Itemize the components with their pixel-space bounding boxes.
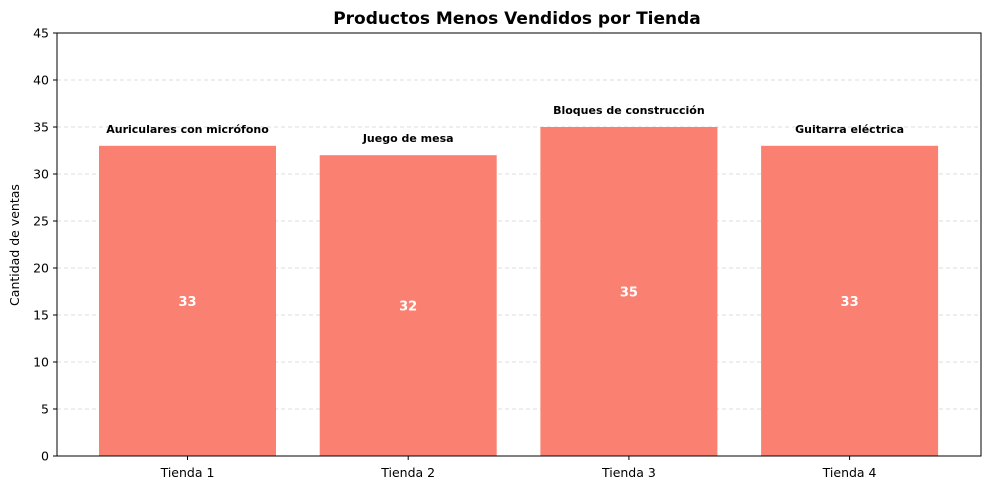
y-tick-label: 45 [33, 26, 49, 41]
bar-product-label: Juego de mesa [362, 132, 454, 145]
y-tick-label: 25 [33, 214, 49, 229]
bar [319, 155, 497, 456]
y-tick-label: 15 [33, 308, 49, 323]
bar-value-label: 35 [620, 286, 638, 301]
y-tick-label: 5 [41, 402, 49, 417]
y-axis-label: Cantidad de ventas [7, 184, 22, 306]
bar-product-label: Auriculares con micrófono [106, 123, 269, 136]
chart-title: Productos Menos Vendidos por Tienda [333, 9, 701, 29]
bar-product-label: Bloques de construcción [553, 104, 705, 117]
bar [99, 145, 276, 457]
bar-value-label: 33 [178, 295, 196, 310]
bar [761, 145, 939, 457]
x-tick-label: Tienda 1 [160, 465, 215, 480]
x-axis-ticks: Tienda 1 Tienda 2 Tienda 3 Tienda 4 [160, 456, 877, 480]
x-tick-label: Tienda 3 [601, 465, 656, 480]
y-tick-label: 30 [33, 167, 49, 182]
bars: 33 Auriculares con micrófono 32 Juego de me… [99, 104, 939, 457]
x-tick-label: Tienda 4 [822, 465, 877, 480]
x-tick-label: Tienda 2 [380, 465, 435, 480]
y-tick-label: 0 [41, 449, 49, 464]
y-axis-ticks: 0 5 10 15 20 25 30 35 40 45 [33, 26, 57, 464]
y-tick-label: 40 [33, 73, 49, 88]
bar-product-label: Guitarra eléctrica [795, 123, 904, 136]
y-tick-label: 35 [33, 120, 49, 135]
y-tick-label: 20 [33, 261, 49, 276]
bar-value-label: 32 [399, 300, 417, 315]
y-tick-label: 10 [33, 355, 49, 370]
bar [540, 127, 718, 456]
bar-value-label: 33 [841, 295, 859, 310]
plot-frame [56, 32, 982, 457]
